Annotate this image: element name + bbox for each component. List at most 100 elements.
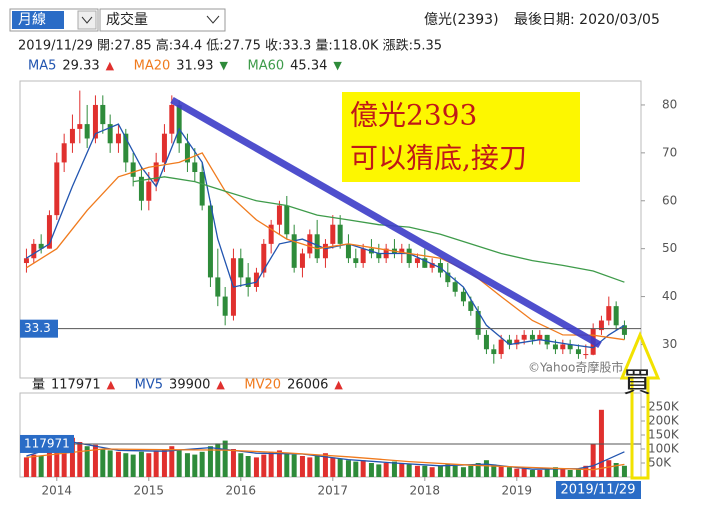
- candle-body: [153, 162, 159, 182]
- volume-bar: [506, 467, 512, 477]
- volume-bar: [514, 468, 520, 477]
- volume-bar: [46, 450, 52, 477]
- buy-arrow: [619, 331, 661, 480]
- volume-bar: [406, 464, 412, 477]
- legend-name: 量: [32, 378, 45, 393]
- volume-bar: [567, 470, 573, 477]
- buy-label: 買: [623, 366, 651, 399]
- legend-trend: ▲: [334, 378, 343, 391]
- volume-bar: [621, 465, 627, 477]
- ma-line: [26, 448, 625, 471]
- legend-value: 31.93: [176, 59, 213, 74]
- y-tick-label: 30: [662, 337, 677, 351]
- volume-bar: [606, 460, 612, 477]
- note-line: 億光2393: [350, 99, 477, 132]
- volume-bar: [100, 449, 106, 477]
- volume-bar: [598, 409, 604, 477]
- legend-value: 45.34: [290, 59, 327, 74]
- candle-body: [529, 334, 535, 340]
- y-tick-label: 80: [662, 97, 677, 111]
- volume-bar: [529, 470, 535, 477]
- dropdown-button[interactable]: [77, 10, 97, 30]
- x-tick-label: 2014: [42, 484, 73, 498]
- note-box: [342, 92, 580, 182]
- candle-body: [314, 234, 320, 259]
- candle-body: [445, 272, 451, 283]
- candle-body: [207, 205, 213, 278]
- volume-bar: [475, 463, 481, 477]
- volume-bar: [560, 468, 566, 477]
- candle-body: [460, 291, 466, 302]
- legend-value: 26006: [287, 378, 328, 393]
- candle-body: [261, 243, 267, 273]
- candle-body: [69, 128, 75, 144]
- indicator-text: 成交量: [106, 11, 148, 28]
- volume-bar: [130, 454, 136, 477]
- volume-bar: [537, 470, 543, 477]
- candle-body: [567, 344, 573, 350]
- y-tick-label: 60: [662, 193, 677, 207]
- volume-bar: [437, 465, 443, 477]
- volume-bar: [107, 450, 113, 477]
- volume-label-box: [20, 434, 74, 453]
- volume-bar: [199, 451, 205, 477]
- candle-body: [176, 104, 182, 144]
- x-tick-label: 2017: [318, 484, 349, 498]
- volume-bar: [222, 440, 228, 477]
- chevron: [81, 16, 93, 24]
- candle-body: [276, 205, 282, 225]
- legend-value: 29.33: [62, 59, 99, 74]
- volume-bar: [61, 443, 67, 477]
- candle-body: [238, 258, 244, 278]
- candle-body: [337, 224, 343, 244]
- volume-bar: [192, 454, 198, 477]
- candle-body: [514, 339, 520, 345]
- volume-bar: [84, 446, 90, 477]
- candle-body: [284, 205, 290, 235]
- candle-body: [452, 282, 458, 292]
- volume-bar: [429, 467, 435, 477]
- y-tick-label: 50K: [648, 456, 672, 470]
- volume-bar: [483, 460, 489, 477]
- legend-name: MV5: [135, 378, 163, 393]
- volume-bar: [291, 454, 297, 477]
- candle-body: [345, 243, 351, 259]
- candle-body: [23, 258, 29, 264]
- volume-bar: [276, 450, 282, 477]
- candle-body: [583, 354, 589, 356]
- candle-body: [506, 339, 512, 345]
- candle-body: [521, 334, 527, 340]
- candle-body: [31, 243, 37, 259]
- indicator-dropdown[interactable]: [99, 8, 226, 32]
- volume-bar: [31, 454, 37, 477]
- candle-body: [360, 248, 366, 264]
- legend-name: MV20: [244, 378, 281, 393]
- candle-body: [560, 344, 566, 350]
- legend-name: MA5: [28, 59, 56, 74]
- candle-body: [77, 124, 83, 129]
- volume-bar: [345, 460, 351, 477]
- volume-bar: [123, 453, 129, 477]
- volume-bar: [422, 465, 428, 477]
- candle-body: [475, 310, 481, 335]
- y-tick-label: 70: [662, 145, 677, 159]
- selected-date-box: [556, 481, 641, 499]
- volume-bar: [245, 456, 251, 477]
- volume-bar: [38, 456, 44, 477]
- y-tick-label: 50: [662, 241, 677, 255]
- candle-body: [46, 215, 52, 249]
- selected-date: 2019/11/29: [561, 483, 636, 498]
- candle-body: [61, 143, 67, 163]
- price-label: 33.3: [24, 321, 51, 335]
- volume-bar: [552, 467, 558, 477]
- candle-body: [598, 320, 604, 331]
- volume-bar: [184, 453, 190, 477]
- volume-bar: [468, 465, 474, 477]
- ma-line: [26, 152, 625, 341]
- candle-body: [268, 224, 274, 244]
- volume-bar: [268, 451, 274, 477]
- candle-body: [222, 296, 228, 316]
- volume-bar: [146, 453, 152, 477]
- watermark: ©Yahoo奇摩股市: [528, 360, 623, 375]
- volume-bar: [383, 463, 389, 477]
